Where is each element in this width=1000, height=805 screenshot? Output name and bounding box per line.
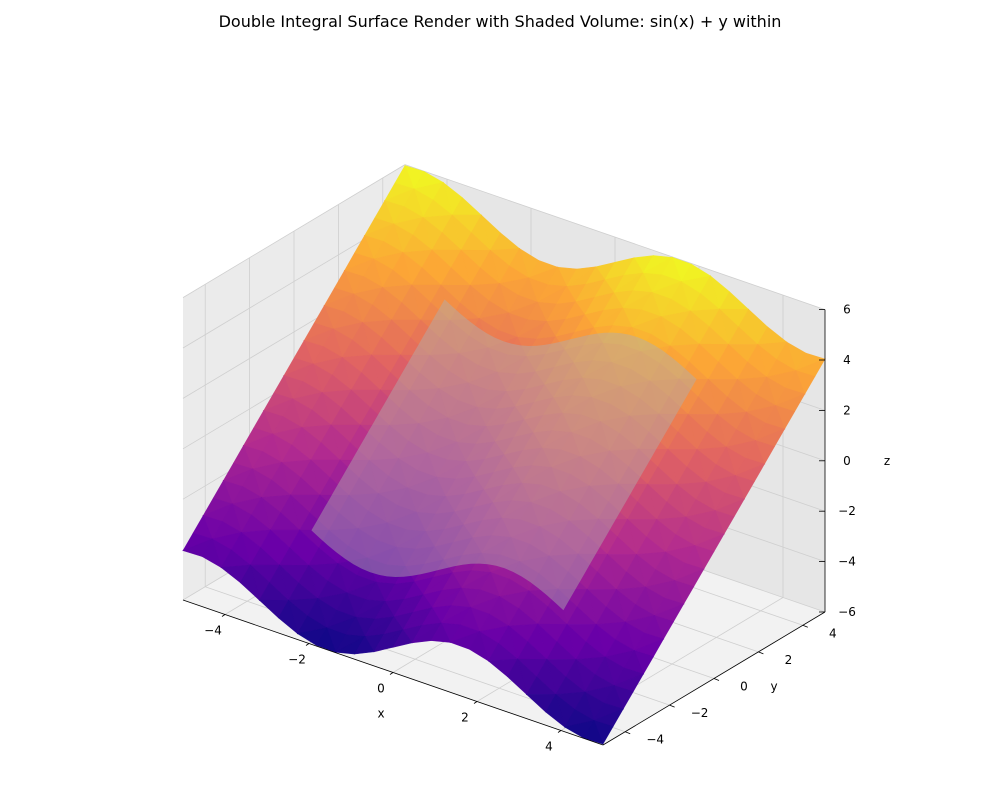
x-tick-mark	[473, 701, 478, 704]
x-tick-label: 2	[461, 711, 469, 725]
z-tick-label: 4	[843, 353, 851, 367]
y-tick-mark	[625, 731, 631, 735]
surface-facet	[430, 622, 451, 643]
surface-facet	[583, 719, 604, 745]
z-tick-label: 2	[843, 403, 851, 417]
volume-top	[311, 299, 697, 611]
y-tick-label: −2	[691, 706, 709, 720]
surface-facet	[507, 658, 528, 696]
x-tick-label: 4	[545, 740, 553, 754]
z-tick-label: −2	[838, 504, 856, 518]
y-tick-mark	[802, 624, 808, 628]
surface-facet	[239, 564, 260, 602]
axis-labels: x y z	[377, 454, 890, 721]
x-tick-mark	[557, 730, 562, 733]
y-axis-label: y	[770, 680, 777, 694]
chart-title: Double Integral Surface Render with Shad…	[218, 12, 782, 31]
y-tick-label: 0	[740, 680, 748, 694]
x-tick-label: −2	[288, 653, 306, 667]
z-tick-label: −4	[838, 555, 856, 569]
surface-facet	[392, 629, 413, 648]
y-tick-label: 2	[785, 653, 793, 667]
surface-facet	[354, 635, 375, 655]
surface-facet	[468, 630, 490, 662]
grid-line-z-left	[182, 164, 406, 298]
x-tick-mark	[221, 614, 226, 617]
y-tick-label: −4	[646, 733, 664, 747]
z-tick-label: −6	[838, 605, 856, 619]
x-tick-label: 0	[377, 682, 385, 696]
x-axis-label: x	[377, 707, 384, 721]
y-tick-mark	[669, 704, 675, 708]
surface-facet	[201, 538, 222, 569]
z-tick-label: 0	[843, 454, 851, 468]
x-tick-mark	[389, 672, 394, 675]
surface-facet	[278, 599, 299, 635]
surface-mesh	[182, 164, 826, 745]
surface-facet	[316, 627, 337, 653]
x-tick-label: −4	[204, 624, 222, 638]
y-tick-label: 4	[829, 626, 837, 640]
grid-line-z-back	[404, 164, 826, 310]
y-tick-mark	[713, 678, 720, 681]
y-tick-mark	[758, 651, 764, 655]
x-tick-mark	[305, 643, 310, 646]
surface-facet	[545, 693, 566, 728]
z-tick-label: 6	[843, 303, 851, 317]
z-axis-label: z	[884, 454, 890, 468]
